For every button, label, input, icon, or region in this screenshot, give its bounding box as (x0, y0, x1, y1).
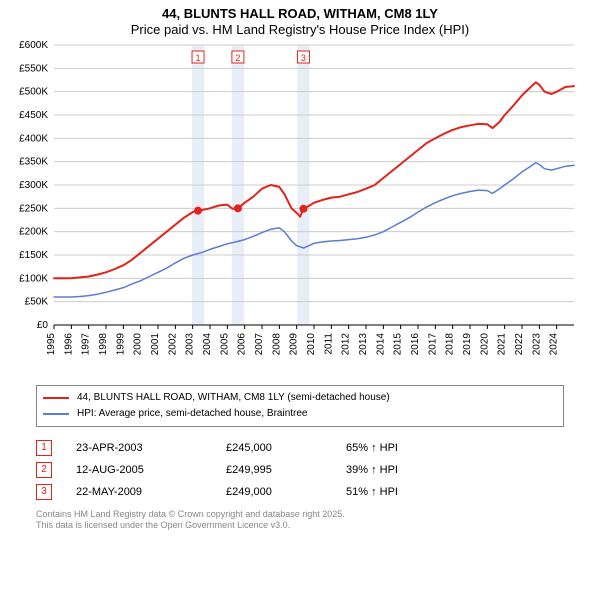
svg-text:£550K: £550K (19, 63, 48, 74)
svg-text:1: 1 (196, 53, 201, 63)
svg-text:1997: 1997 (81, 332, 92, 355)
sale-date: 23-APR-2003 (76, 442, 226, 454)
svg-text:2009: 2009 (289, 332, 300, 355)
title-line2: Price paid vs. HM Land Registry's House … (0, 22, 600, 38)
sale-marker-badge-icon: 1 (36, 440, 52, 456)
svg-text:1996: 1996 (63, 332, 74, 355)
sale-marker-badge-icon: 2 (36, 462, 52, 478)
sale-price: £249,995 (226, 464, 346, 476)
svg-text:£450K: £450K (19, 110, 48, 121)
attribution-footer: Contains HM Land Registry data © Crown c… (36, 509, 564, 532)
svg-text:£500K: £500K (19, 86, 48, 97)
sale-vs-hpi: 65% ↑ HPI (346, 442, 466, 454)
svg-text:2014: 2014 (375, 332, 386, 355)
svg-text:£100K: £100K (19, 273, 48, 284)
sale-vs-hpi: 51% ↑ HPI (346, 486, 466, 498)
svg-text:2010: 2010 (306, 332, 317, 355)
svg-text:2: 2 (235, 53, 240, 63)
svg-text:2024: 2024 (549, 332, 560, 355)
svg-text:2000: 2000 (133, 332, 144, 355)
svg-text:2008: 2008 (271, 332, 282, 355)
svg-text:2019: 2019 (462, 332, 473, 355)
svg-text:2011: 2011 (323, 332, 334, 354)
svg-text:2015: 2015 (393, 332, 404, 355)
legend-swatch-icon (43, 413, 69, 415)
svg-text:£300K: £300K (19, 180, 48, 191)
sale-date: 12-AUG-2005 (76, 464, 226, 476)
sales-table: 1 23-APR-2003 £245,000 65% ↑ HPI 2 12-AU… (36, 437, 564, 503)
sale-price: £249,000 (226, 486, 346, 498)
svg-text:2005: 2005 (219, 332, 230, 355)
table-row: 3 22-MAY-2009 £249,000 51% ↑ HPI (36, 481, 564, 503)
table-row: 1 23-APR-2003 £245,000 65% ↑ HPI (36, 437, 564, 459)
sale-date: 22-MAY-2009 (76, 486, 226, 498)
svg-text:2004: 2004 (202, 332, 213, 355)
footer-line: This data is licensed under the Open Gov… (36, 520, 564, 531)
title-line1: 44, BLUNTS HALL ROAD, WITHAM, CM8 1LY (0, 6, 600, 22)
svg-text:2023: 2023 (531, 332, 542, 355)
svg-text:£400K: £400K (19, 133, 48, 144)
svg-text:1998: 1998 (98, 332, 109, 355)
svg-text:2020: 2020 (479, 332, 490, 355)
chart-title-block: 44, BLUNTS HALL ROAD, WITHAM, CM8 1LY Pr… (0, 0, 600, 39)
svg-text:2002: 2002 (167, 332, 178, 355)
svg-text:2022: 2022 (514, 332, 525, 355)
svg-text:2021: 2021 (497, 332, 508, 355)
svg-text:£250K: £250K (19, 203, 48, 214)
table-row: 2 12-AUG-2005 £249,995 39% ↑ HPI (36, 459, 564, 481)
legend-swatch-icon (43, 397, 69, 399)
svg-text:£0: £0 (37, 320, 49, 331)
svg-text:£350K: £350K (19, 156, 48, 167)
legend: 44, BLUNTS HALL ROAD, WITHAM, CM8 1LY (s… (36, 385, 564, 427)
legend-label: 44, BLUNTS HALL ROAD, WITHAM, CM8 1LY (s… (77, 392, 390, 403)
svg-text:2016: 2016 (410, 332, 421, 355)
svg-text:2007: 2007 (254, 332, 265, 355)
svg-text:3: 3 (301, 53, 306, 63)
svg-text:2001: 2001 (150, 332, 161, 355)
svg-text:2006: 2006 (237, 332, 248, 355)
svg-text:1995: 1995 (46, 332, 57, 355)
sale-marker-badge-icon: 3 (36, 484, 52, 500)
footer-line: Contains HM Land Registry data © Crown c… (36, 509, 564, 520)
legend-row: 44, BLUNTS HALL ROAD, WITHAM, CM8 1LY (s… (43, 390, 557, 406)
svg-text:2018: 2018 (445, 332, 456, 355)
svg-text:£150K: £150K (19, 250, 48, 261)
price-chart: £0 £50K £100K £150K £200K £250K £300K £350K £400… (0, 39, 600, 379)
svg-text:£200K: £200K (19, 226, 48, 237)
svg-text:£50K: £50K (25, 296, 49, 307)
legend-row: HPI: Average price, semi-detached house,… (43, 406, 557, 422)
svg-text:£600K: £600K (19, 40, 48, 51)
legend-label: HPI: Average price, semi-detached house,… (77, 408, 308, 419)
svg-text:2012: 2012 (341, 332, 352, 355)
svg-text:2013: 2013 (358, 332, 369, 355)
svg-text:2003: 2003 (185, 332, 196, 355)
sale-price: £245,000 (226, 442, 346, 454)
sale-vs-hpi: 39% ↑ HPI (346, 464, 466, 476)
svg-text:1999: 1999 (115, 332, 126, 355)
svg-text:2017: 2017 (427, 332, 438, 355)
